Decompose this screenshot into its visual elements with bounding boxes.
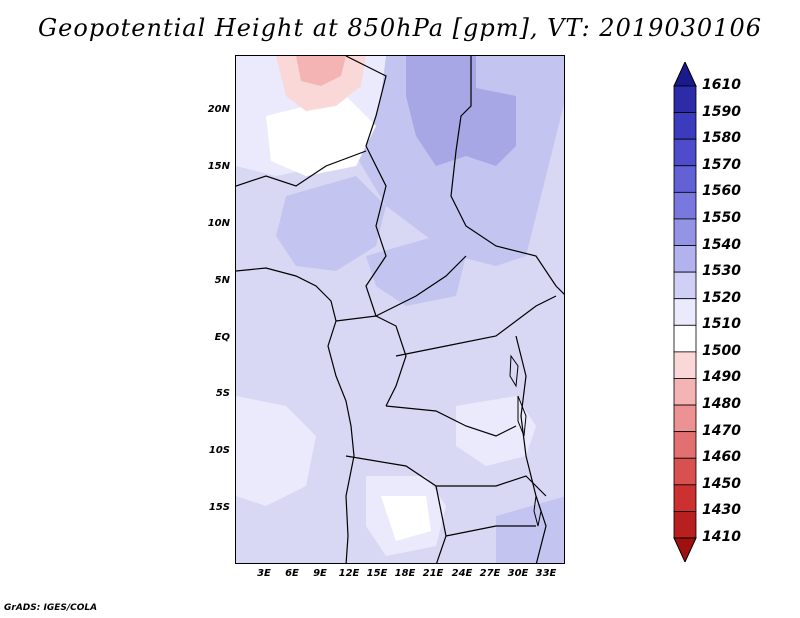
colorbar-bin: [673, 457, 697, 486]
colorbar-label: 1610: [702, 77, 741, 93]
lon-label-33e: 33E: [535, 568, 557, 579]
colorbar-label: 1560: [702, 183, 741, 200]
colorbar-bin: [673, 191, 697, 220]
lon-label-3e: 3E: [257, 568, 271, 579]
colorbar-label: 1550: [702, 209, 741, 226]
colorbar-bin: [673, 218, 697, 246]
colorbar-label: 1510: [702, 316, 741, 333]
lat-label-eq: EQ: [214, 332, 230, 343]
lon-label-12e: 12E: [338, 568, 360, 579]
lon-label-6e: 6E: [285, 568, 299, 579]
lon-label-24e: 24E: [451, 568, 473, 579]
lon-label-18e: 18E: [394, 568, 416, 579]
field-1520-east: [456, 396, 536, 466]
field-1550-north: [406, 56, 476, 166]
field-1510-south: [381, 496, 431, 541]
field-1540-southeast: [496, 496, 564, 563]
field-1490-north: [296, 56, 346, 86]
colorbar-bin: [673, 351, 697, 379]
grads-credit: GrADS: IGES/COLA: [4, 603, 98, 613]
colorbar-label: 1460: [702, 449, 741, 466]
colorbar-label: 1540: [702, 236, 741, 253]
field-1550-northeast: [466, 86, 516, 166]
colorbar-bin: [673, 245, 697, 273]
colorbar-label: 1500: [702, 342, 741, 359]
colorbar-bottom-arrow: [673, 537, 697, 562]
colorbar-label: 1590: [702, 103, 741, 120]
colorbar-bin: [673, 112, 697, 140]
lat-label-5n: 5N: [214, 275, 230, 286]
colorbar-bin: [673, 484, 697, 512]
lon-label-9e: 9E: [313, 568, 327, 579]
lat-label-20n: 20N: [207, 104, 230, 115]
field-1510-northwest: [266, 96, 376, 176]
colorbar-bin: [673, 298, 697, 326]
field-1520-southwest: [236, 396, 316, 506]
colorbar-label: 1430: [702, 502, 741, 519]
lat-label-10s: 10S: [208, 445, 230, 456]
map-panel: [235, 55, 565, 564]
lon-label-21e: 21E: [422, 568, 444, 579]
country-borders: [236, 56, 564, 563]
colorbar-top-arrow: [673, 62, 697, 87]
map-title: Geopotential Height at 850hPa [gpm], VT:…: [38, 14, 762, 42]
height-field-map: [236, 56, 564, 563]
colorbar-label: 1520: [702, 289, 741, 306]
colorbar-bin: [673, 271, 697, 300]
field-1540-central: [366, 236, 466, 306]
colorbar: [673, 62, 697, 562]
lon-label-15e: 15E: [366, 568, 388, 579]
colorbar-label: 1410: [702, 529, 741, 545]
colorbar-bin: [673, 165, 697, 193]
colorbar-label: 1480: [702, 396, 741, 413]
lon-label-27e: 27E: [479, 568, 501, 579]
lat-label-10n: 10N: [207, 218, 230, 229]
colorbar-bin: [673, 85, 697, 113]
colorbar-bin: [673, 138, 697, 167]
field-1540-west: [276, 176, 386, 271]
lat-label-5s: 5S: [215, 388, 230, 399]
lon-label-30e: 30E: [507, 568, 529, 579]
colorbar-label: 1530: [702, 263, 741, 280]
colorbar-bin: [673, 378, 697, 406]
colorbar-bin: [673, 511, 697, 539]
colorbar-label: 1570: [702, 156, 741, 173]
lat-label-15s: 15S: [208, 502, 230, 513]
lat-label-15n: 15N: [207, 161, 230, 172]
colorbar-label: 1580: [702, 130, 741, 147]
colorbar-bin: [673, 431, 697, 459]
colorbar-label: 1490: [702, 369, 741, 386]
colorbar-label: 1470: [702, 422, 741, 439]
colorbar-bin: [673, 404, 697, 433]
colorbar-label: 1450: [702, 475, 741, 492]
colorbar-bin: [673, 324, 697, 353]
lake-outlines: [509, 354, 542, 527]
